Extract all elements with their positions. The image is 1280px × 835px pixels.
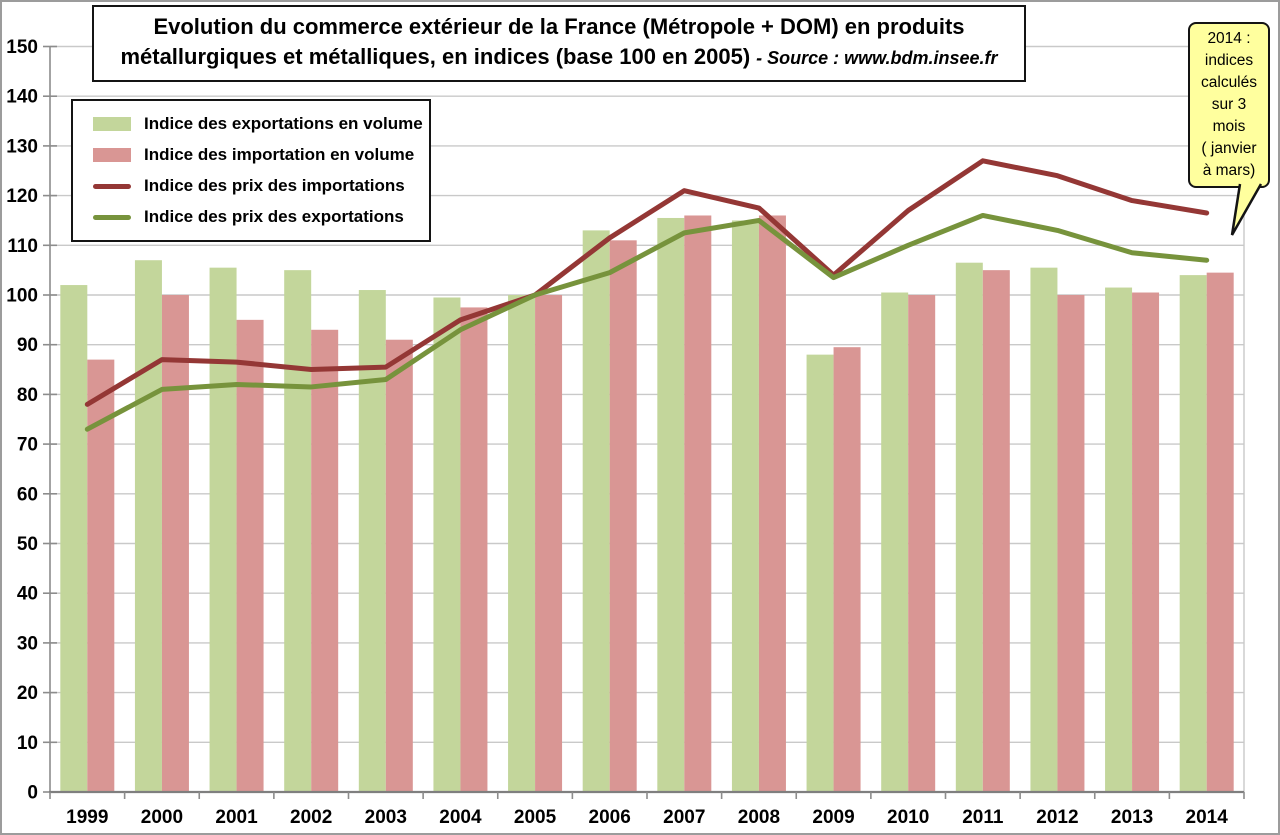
callout-line: 2014 :: [1207, 30, 1251, 47]
callout-line: calculés: [1201, 74, 1257, 91]
y-tick-label: 140: [6, 87, 38, 108]
y-tick-label: 50: [17, 534, 38, 555]
bar: [358, 290, 386, 792]
bar: [433, 297, 461, 792]
bar: [582, 230, 610, 792]
x-tick-label: 2006: [589, 807, 631, 828]
export-price-swatch-icon: [93, 214, 131, 220]
bars-series-1: [87, 215, 1234, 793]
x-tick-label: 2011: [962, 807, 1004, 828]
x-tick-label: 2014: [1186, 807, 1229, 828]
callout-line: indices: [1204, 52, 1254, 69]
x-tick-label: 2012: [1036, 807, 1078, 828]
bar: [535, 295, 563, 792]
bar: [731, 220, 759, 792]
bar: [684, 215, 712, 793]
bar: [1105, 287, 1133, 792]
import-volume-swatch-icon: [93, 147, 131, 162]
y-tick-label: 110: [7, 236, 38, 257]
callout-line: sur 3: [1211, 96, 1247, 113]
x-axis: [49, 790, 1245, 799]
axis-labels: 0 10 20 30 40 50 60 70 80 90 100 110 120 130 140 150 199…: [6, 37, 1228, 828]
callout-line: à mars): [1202, 162, 1256, 179]
bar: [1030, 267, 1058, 792]
x-tick-label: 1999: [66, 807, 108, 828]
title-line-1: Evolution du commerce extérieur de la Fr…: [153, 14, 965, 39]
legend-item-export-volume: Indice des exportations en volume: [93, 114, 423, 134]
bar: [209, 267, 237, 792]
title-line-2-text: métallurgiques et métalliques, en indice…: [120, 44, 751, 69]
bar: [1132, 292, 1160, 792]
bar: [758, 215, 786, 793]
legend-label: Indice des prix des importations: [144, 176, 405, 196]
x-tick-label: 2007: [663, 807, 705, 828]
chart-title: Evolution du commerce extérieur de la Fr…: [92, 5, 1026, 82]
bar: [87, 359, 115, 792]
y-tick-label: 130: [6, 136, 38, 157]
x-tick-label: 2000: [141, 807, 183, 828]
bar: [881, 292, 909, 792]
bar: [284, 270, 312, 792]
price-line-0: [84, 158, 1210, 407]
callout-2014: 2014 : indices calculés sur 3 mois ( janvier à…: [1188, 22, 1270, 188]
bar: [908, 295, 936, 792]
x-tick-label: 2010: [887, 807, 929, 828]
legend-label: Indice des prix des exportations: [144, 207, 404, 227]
y-tick-label: 60: [17, 484, 38, 505]
x-tick-label: 2008: [738, 807, 780, 828]
x-tick-label: 2009: [812, 807, 854, 828]
bar: [1179, 275, 1207, 792]
y-tick-label: 10: [17, 733, 38, 754]
x-tick-label: 2013: [1111, 807, 1153, 828]
x-tick-label: 2005: [514, 807, 557, 828]
bar: [657, 217, 685, 793]
legend: Indice des exportations en volume Indice…: [71, 99, 431, 242]
bar: [236, 319, 264, 792]
x-tick-label: 2001: [215, 807, 258, 828]
y-tick-label: 80: [17, 385, 38, 406]
callout-line: ( janvier: [1201, 140, 1257, 157]
bar: [460, 307, 488, 792]
bar: [508, 295, 536, 792]
y-tick-label: 90: [17, 335, 38, 356]
x-tick-label: 2002: [290, 807, 332, 828]
callout-line: mois: [1212, 118, 1246, 135]
y-tick-label: 120: [6, 186, 38, 207]
y-axis: [43, 45, 57, 793]
bar: [161, 295, 189, 792]
bar: [311, 329, 339, 792]
y-tick-label: 70: [17, 435, 38, 456]
bar: [982, 270, 1010, 792]
bar: [955, 262, 983, 792]
export-volume-swatch-icon: [93, 116, 131, 131]
y-tick-label: 20: [17, 683, 38, 704]
bar: [1057, 295, 1085, 792]
bar: [833, 347, 861, 792]
bar: [806, 354, 834, 792]
price-line-1: [84, 212, 1210, 432]
y-tick-label: 30: [17, 633, 38, 654]
x-tick-label: 2004: [439, 807, 482, 828]
bar: [385, 339, 413, 792]
legend-item-import-price: Indice des prix des importations: [93, 176, 423, 196]
legend-item-export-price: Indice des prix des exportations: [93, 207, 423, 227]
import-price-swatch-icon: [93, 183, 131, 189]
bar: [60, 285, 88, 792]
title-line-2: métallurgiques et métalliques, en indice…: [98, 42, 1020, 73]
bars-series-0: [60, 217, 1207, 793]
x-tick-label: 2003: [365, 807, 407, 828]
bar: [1206, 272, 1234, 792]
legend-item-import-volume: Indice des importation en volume: [93, 145, 423, 165]
y-tick-label: 40: [17, 584, 38, 605]
legend-label: Indice des exportations en volume: [144, 113, 423, 133]
bar: [134, 260, 162, 793]
y-tick-label: 100: [6, 286, 38, 307]
y-tick-label: 0: [27, 783, 38, 804]
legend-label: Indice des importation en volume: [144, 144, 415, 164]
source-note: - Source : www.bdm.insee.fr: [756, 48, 998, 68]
y-tick-label: 150: [6, 37, 38, 58]
bar: [609, 240, 637, 792]
